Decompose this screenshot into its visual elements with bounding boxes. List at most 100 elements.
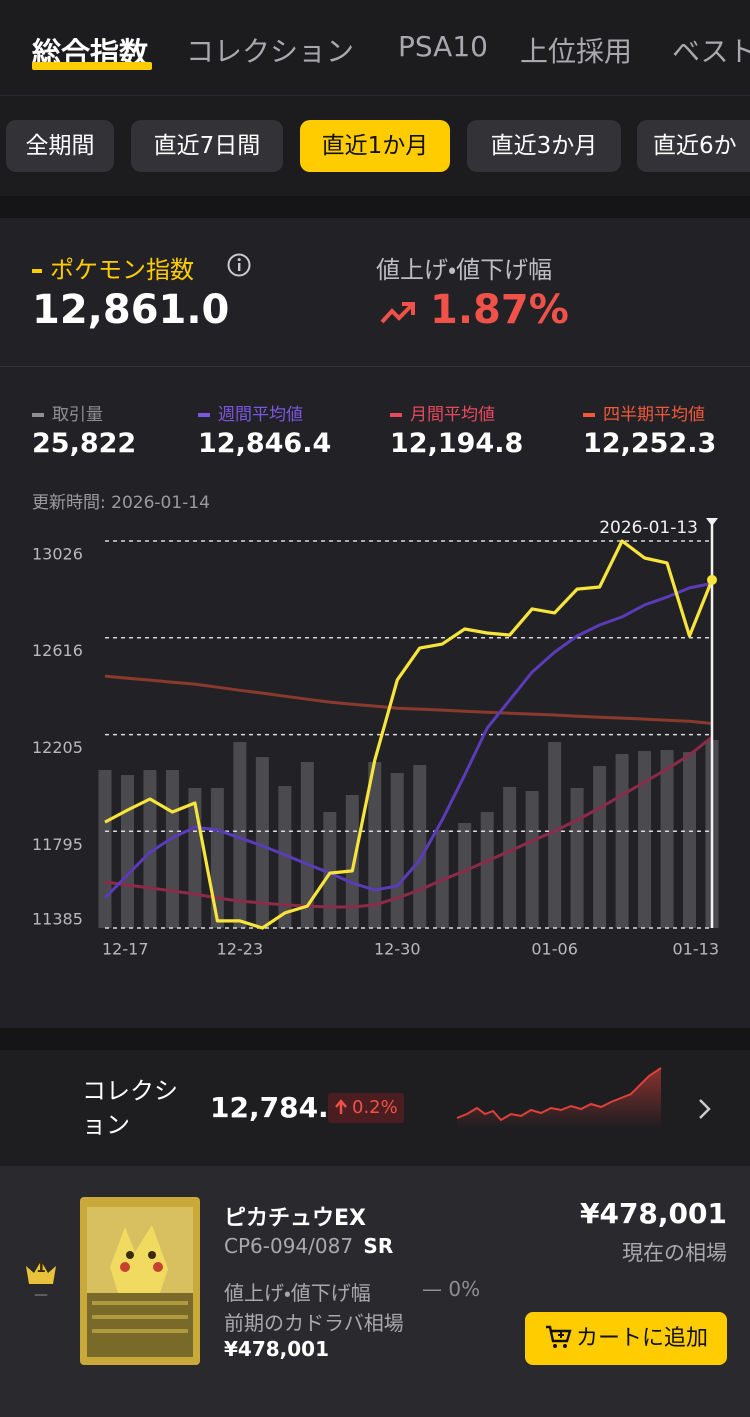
change-value: 1.87% [430, 287, 569, 333]
period-button[interactable]: 直近6か [637, 120, 750, 172]
stat-label-row: 月間平均値 [390, 400, 495, 425]
tab[interactable]: 上位採用 [520, 35, 633, 68]
card-change-label: 値上げ・値下げ幅 [224, 1281, 371, 1305]
stat-label-row: 四半期平均値 [583, 400, 705, 425]
y-tick-label: 13026 [32, 545, 83, 564]
volume-bar [683, 752, 697, 928]
y-tick-label: 12205 [32, 738, 83, 757]
tab-underline [32, 62, 152, 70]
period-button[interactable]: 直近1か月 [300, 120, 450, 172]
volume-bar [390, 772, 404, 928]
volume-bar [120, 775, 134, 928]
up-arrow-icon [335, 1099, 347, 1114]
card-code-row: CP6-094/087 SR [224, 1234, 393, 1258]
volume-bar [570, 787, 584, 928]
period-button[interactable]: 直近7日間 [131, 120, 283, 172]
gap [0, 1028, 750, 1050]
gap [0, 196, 750, 218]
stat-value: 25,822 [32, 428, 137, 459]
volume-bar [525, 790, 539, 928]
y-tick-label: 12616 [32, 641, 83, 660]
card-image[interactable] [80, 1197, 200, 1365]
series-line [104, 539, 714, 930]
add-to-cart-button[interactable]: カートに追加 [525, 1312, 727, 1365]
volume-bar [345, 794, 359, 928]
legend-dash [583, 413, 595, 417]
series-line [104, 735, 713, 909]
x-tick-label: 01-06 [531, 940, 578, 959]
collection-change-chip: 0.2% [328, 1093, 404, 1123]
y-tick-label: 11795 [32, 835, 83, 854]
series-line [103, 581, 713, 900]
rank: 1 [36, 1260, 46, 1276]
crown-icon [26, 1261, 56, 1284]
tab[interactable]: PSA10 [398, 30, 488, 63]
change-label: 値上げ・値下げ幅 [376, 256, 553, 284]
stat-value: 12,846.4 [198, 428, 332, 459]
tooltip-date: 2026-01-13 [599, 518, 698, 538]
collection-change: 0.2% [352, 1097, 398, 1118]
index-value: 12,861.0 [32, 287, 230, 333]
card-price-label: 現在の相場 [622, 1241, 727, 1265]
stat-label: 週間平均値 [218, 405, 303, 425]
sparkline [456, 1067, 662, 1128]
volume-bar [323, 812, 337, 928]
card-change: — 0% [422, 1277, 481, 1301]
volume-bar [278, 786, 292, 928]
chevron-icon[interactable] [696, 1097, 714, 1121]
card-rarity: SR [363, 1234, 394, 1258]
rank-change: — [34, 1287, 48, 1303]
legend-dash [390, 413, 402, 417]
stat-label-row: 取引量 [32, 400, 103, 425]
volume-bar [660, 749, 674, 928]
volume-bar [638, 751, 652, 928]
volume-bar [210, 787, 224, 928]
legend-dash [32, 413, 44, 417]
volume-bar [233, 741, 247, 928]
stat-value: 12,252.3 [583, 428, 717, 459]
volume-bar [503, 786, 517, 928]
collection-value: 12,784.3 [210, 1091, 349, 1124]
volume-bar [615, 753, 629, 928]
divider [0, 95, 750, 96]
stat-label: 月間平均値 [410, 405, 495, 425]
stat-label-row: 週間平均値 [198, 400, 303, 425]
tab[interactable]: コレクション [186, 35, 355, 68]
period-button[interactable]: 全期間 [6, 120, 114, 172]
card-prev-label: 前期のカドラバ相場 [224, 1311, 404, 1335]
updated-time: 更新時間: 2026-01-14 [32, 493, 210, 513]
volume-bar [98, 770, 112, 928]
legend-dash [32, 269, 42, 273]
collection-label: コレクション [82, 1077, 178, 1139]
tab[interactable]: ベスト [672, 35, 750, 68]
x-tick-label: 12-17 [102, 940, 149, 959]
card-prev-price: ¥478,001 [224, 1337, 330, 1361]
volume-bar [300, 762, 314, 928]
card-price: ¥478,001 [579, 1197, 727, 1230]
y-tick-label: 11385 [32, 910, 83, 929]
x-tick-label: 01-13 [673, 940, 720, 959]
end-point [707, 574, 717, 585]
volume-bar [480, 812, 494, 928]
card-name: ピカチュウEX [224, 1206, 366, 1231]
index-label: ポケモン指数 [50, 256, 194, 284]
card-code: CP6-094/087 [224, 1234, 354, 1258]
stat-label: 取引量 [52, 405, 103, 425]
info-icon[interactable] [226, 252, 252, 278]
volume-bar [548, 741, 562, 928]
chart: 11385 11795 12205 12616 13026 12-17 12-23 12-30… [32, 518, 720, 959]
volume-bar [165, 770, 179, 928]
divider [0, 366, 750, 367]
x-tick-label: 12-30 [374, 940, 421, 959]
legend-dash [198, 413, 210, 417]
up-arrow-icon [380, 302, 415, 324]
x-tick-label: 12-23 [217, 940, 264, 959]
series-line [104, 674, 713, 725]
volume-bar [255, 756, 269, 928]
volume-bar [458, 823, 472, 928]
index-label-row: ポケモン指数 [32, 250, 194, 285]
button-label: カートに追加 [575, 1326, 708, 1351]
stat-label: 四半期平均値 [603, 405, 705, 425]
period-button[interactable]: 直近3か月 [467, 120, 621, 172]
